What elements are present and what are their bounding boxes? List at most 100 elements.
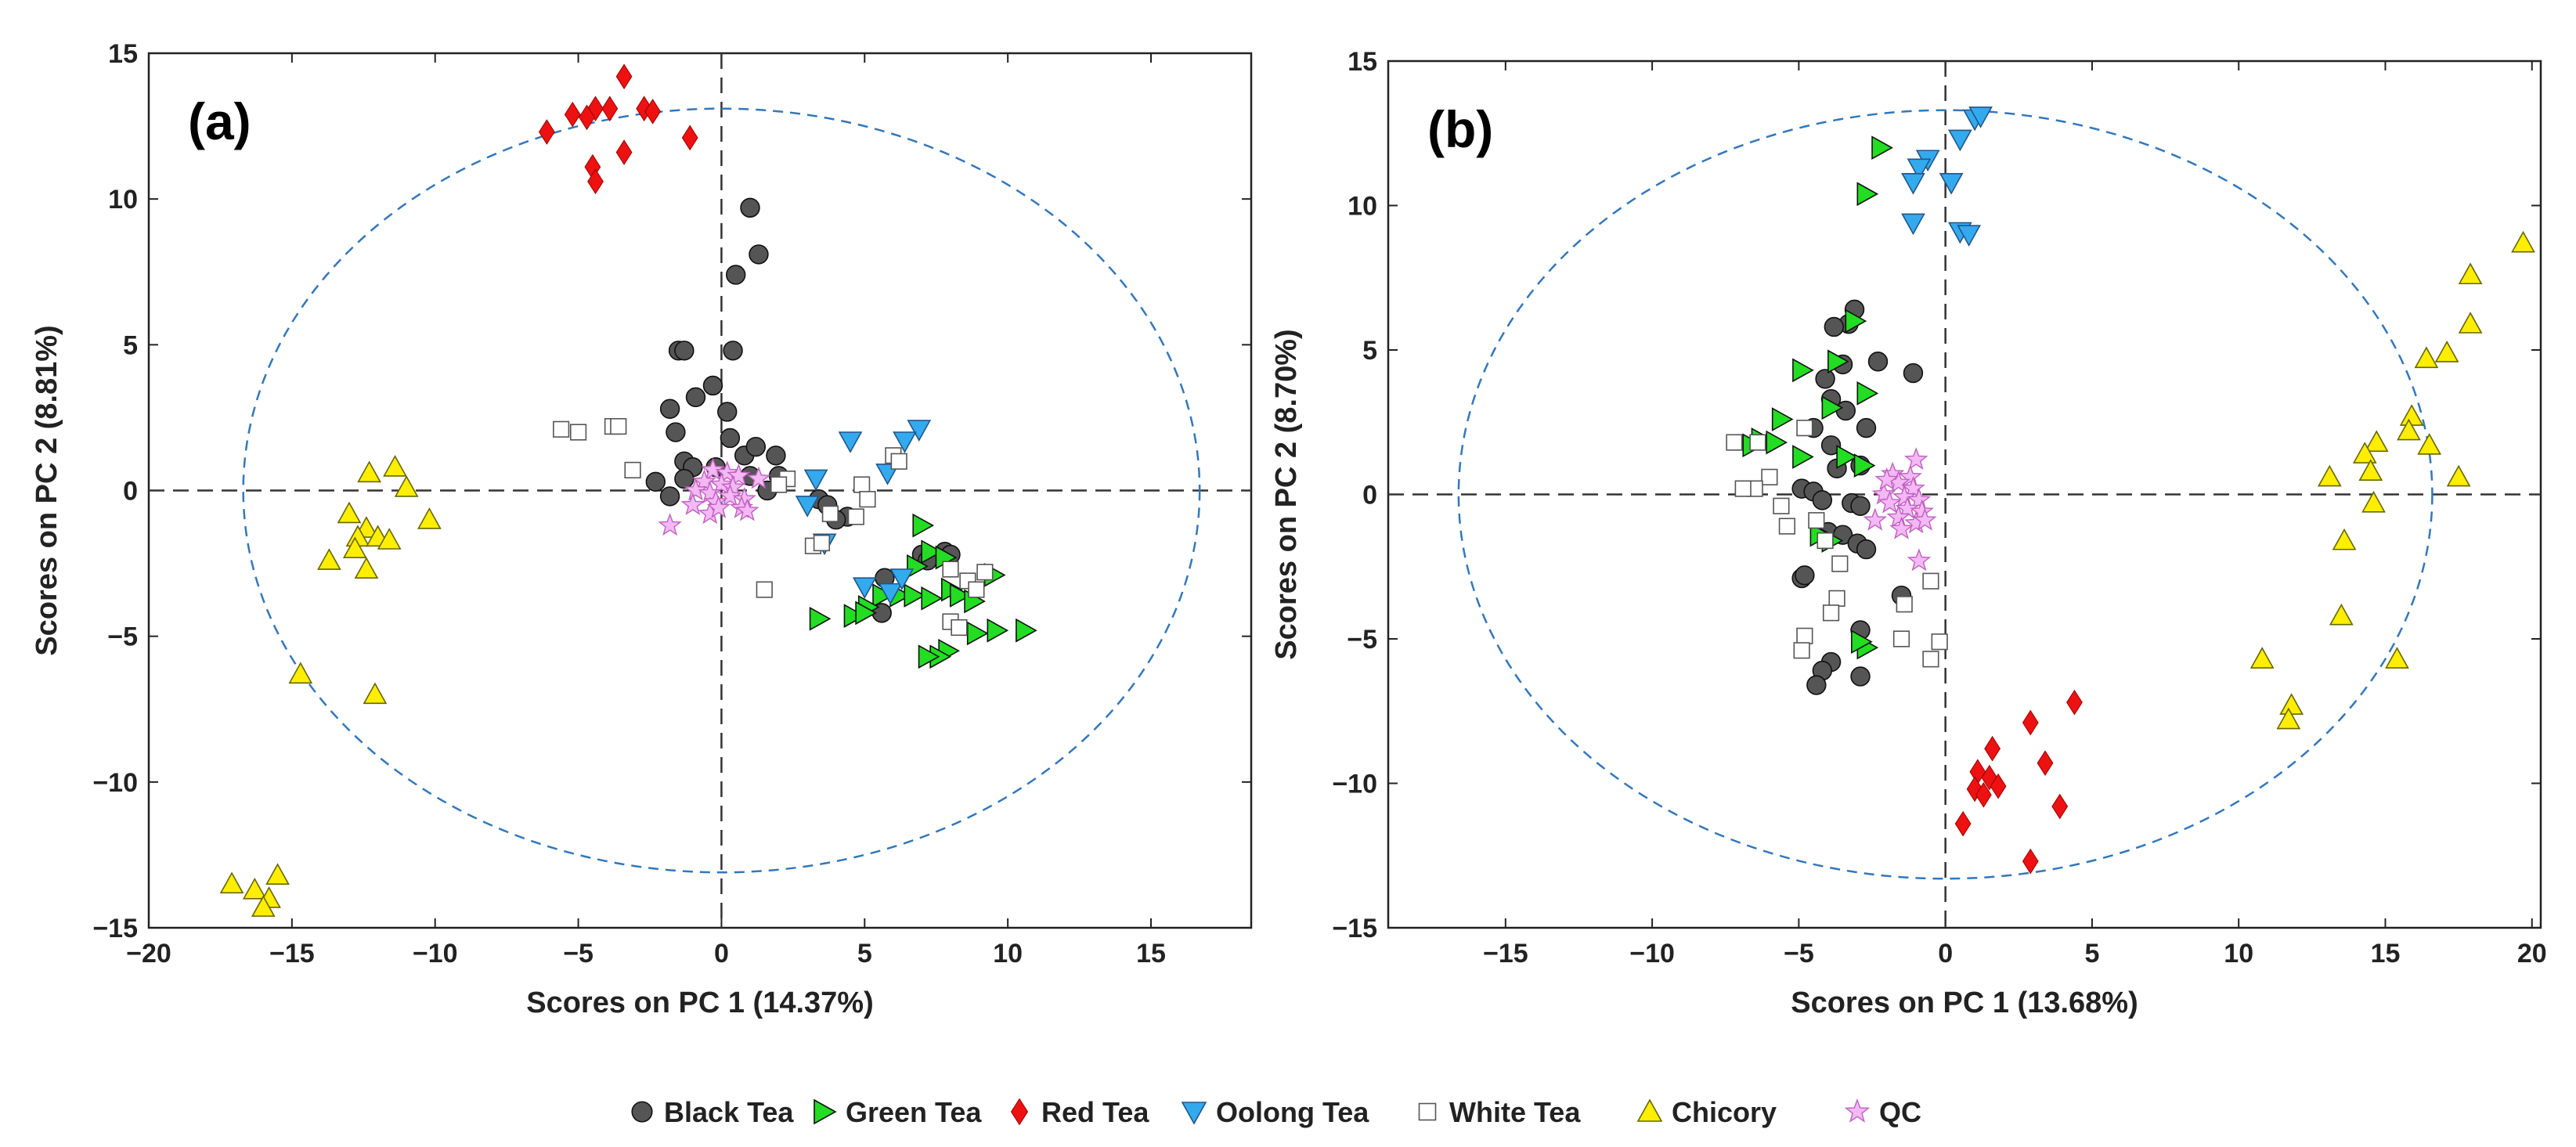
point-chicory (2446, 464, 2471, 487)
point-green-tea (855, 601, 877, 626)
point-green-tea (1836, 445, 1858, 469)
point-chicory (219, 871, 244, 894)
point-black-tea (1815, 369, 1835, 389)
point-chicory (2329, 603, 2354, 626)
point-qc (1892, 485, 1917, 508)
x-axis-label-a: Scores on PC 1 (14.37%) (526, 986, 874, 1019)
panel-a-score-plot: −20 −15 −10 −5 0 5 10 15−15−10−5051015(a)Scores… (31, 39, 1253, 1019)
point-chicory (2279, 693, 2304, 715)
x-axis-label-b: Scores on PC 1 (13.68%) (1791, 986, 2138, 1019)
point-black-tea (740, 197, 760, 218)
point-red-tea (2037, 750, 2054, 777)
point-black-tea (1856, 539, 1877, 560)
point-red-tea (579, 104, 595, 131)
point-chicory (2417, 433, 2442, 455)
point-white-tea (1734, 480, 1752, 497)
point-oolong-tea (1901, 172, 1925, 195)
point-red-tea (615, 63, 633, 90)
point-qc (1913, 507, 1937, 531)
x-tick-label-b: 10 (2224, 939, 2253, 968)
point-white-tea (1778, 518, 1795, 535)
point-white-tea (770, 476, 788, 493)
point-oolong-tea (889, 568, 915, 590)
legend-marker-green-tea (814, 1098, 837, 1125)
point-black-tea (1850, 666, 1871, 687)
point-qc (658, 513, 682, 536)
point-chicory (2352, 442, 2377, 463)
y-tick-label-b: 15 (1348, 47, 1377, 77)
legend-marker-qc (1844, 1098, 1871, 1123)
point-white-tea (610, 417, 627, 435)
point-white-tea (1922, 651, 1939, 668)
point-qc (1863, 507, 1888, 531)
point-green-tea (918, 644, 940, 669)
point-black-tea (720, 427, 741, 449)
point-white-tea (1931, 633, 1948, 651)
point-green-tea (1845, 308, 1867, 334)
point-red-tea (538, 119, 555, 145)
x-tick-label-b: 15 (2371, 939, 2401, 968)
point-white-tea (1761, 468, 1778, 485)
point-white-tea (1773, 497, 1790, 514)
x-tick-label-a: −20 (126, 939, 171, 968)
point-qc (1907, 548, 1932, 572)
point-red-tea (2022, 848, 2039, 875)
legend-item-chicory: Chicory (1636, 1096, 1777, 1128)
point-green-tea (904, 583, 926, 608)
point-black-tea (685, 387, 706, 408)
confidence-ellipse-a (242, 107, 1201, 874)
point-oolong-tea (1968, 106, 1993, 128)
legend-marker-black-tea (631, 1101, 653, 1123)
legend-label-oolong-tea: Oolong Tea (1216, 1096, 1369, 1128)
point-black-tea (1820, 435, 1842, 456)
y-tick-label-a: 15 (108, 39, 138, 69)
series-chicory-a (219, 455, 442, 917)
point-oolong-tea (1907, 158, 1932, 181)
x-tick-label-a: 10 (993, 939, 1023, 968)
point-oolong-tea (803, 469, 828, 492)
series-oolong-tea-a (795, 420, 932, 605)
x-tick-label-a: −10 (413, 939, 458, 968)
point-green-tea (1853, 453, 1876, 478)
point-chicory (377, 528, 402, 550)
point-green-tea (809, 606, 832, 631)
point-black-tea (745, 436, 767, 457)
legend-marker-chicory (1636, 1098, 1663, 1122)
point-oolong-tea (893, 431, 917, 453)
point-qc (746, 466, 771, 489)
point-chicory (2317, 464, 2342, 487)
x-tick-label-b: 20 (2517, 939, 2547, 968)
point-black-tea (1795, 565, 1815, 586)
x-tick-label-a: −15 (269, 939, 315, 968)
point-black-tea (666, 422, 686, 442)
point-qc (1878, 490, 1902, 514)
point-white-tea (821, 505, 839, 522)
legend-label-black-tea: Black Tea (664, 1096, 794, 1128)
point-black-tea (1867, 352, 1889, 372)
y-tick-label-b: 5 (1362, 336, 1377, 366)
point-oolong-tea (1957, 225, 1981, 247)
point-white-tea (968, 581, 985, 598)
point-chicory (357, 460, 381, 483)
point-white-tea (1817, 532, 1834, 550)
point-oolong-tea (1948, 129, 1972, 152)
series-green-tea-b (1742, 135, 1893, 660)
y-tick-label-a: 0 (123, 477, 138, 507)
point-chicory (2358, 459, 2383, 481)
point-black-tea (717, 402, 738, 422)
point-qc (715, 460, 740, 484)
legend-item-white-tea: White Tea (1418, 1096, 1581, 1128)
point-qc (1886, 504, 1910, 528)
point-black-tea (1856, 417, 1877, 438)
point-white-tea (976, 564, 994, 581)
x-tick-label-b: 0 (1938, 939, 1953, 968)
x-tick-label-a: 15 (1136, 939, 1166, 968)
y-tick-label-a: −15 (92, 914, 138, 943)
x-tick-label-b: 5 (2084, 939, 2099, 968)
point-chicory (363, 682, 388, 705)
legend-item-red-tea: Red Tea (1010, 1096, 1149, 1128)
point-green-tea (1871, 135, 1893, 161)
x-tick-label-a: −5 (563, 939, 593, 968)
series-qc-b (1863, 447, 1937, 572)
point-black-tea (1903, 362, 1924, 384)
